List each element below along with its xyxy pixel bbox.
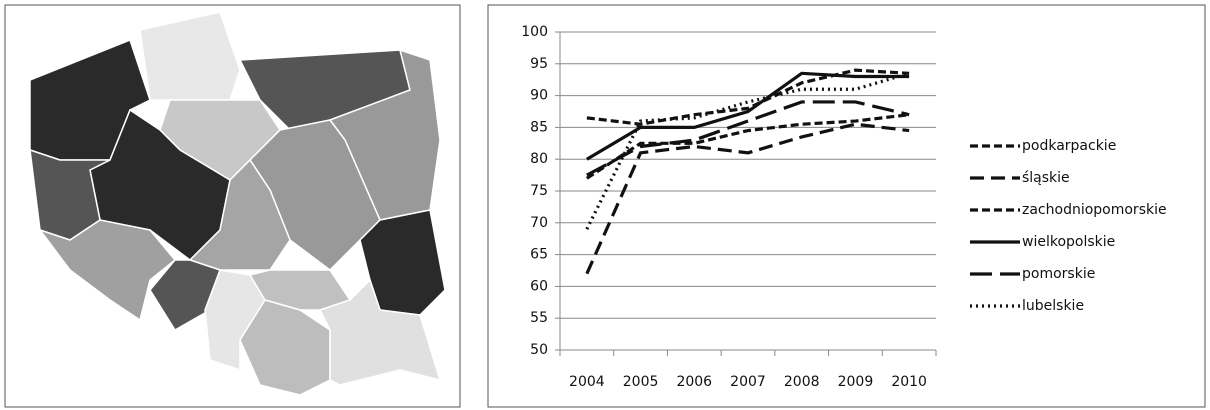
line bbox=[585, 71, 910, 230]
x-tick-label: 2004 bbox=[569, 374, 605, 390]
x-tick-label: 2005 bbox=[623, 374, 659, 390]
line bbox=[585, 113, 910, 180]
legend-label: wielkopolskie bbox=[1022, 234, 1115, 250]
x-tick-label: 2010 bbox=[891, 374, 927, 390]
y-tick-label: 60 bbox=[530, 278, 548, 294]
region bbox=[318, 278, 442, 386]
x-tick-label: 2006 bbox=[676, 374, 712, 390]
y-tick-label: 95 bbox=[530, 56, 548, 72]
y-tick-label: 65 bbox=[530, 247, 548, 263]
legend-label: zachodniopomorskie bbox=[1022, 202, 1167, 218]
line bbox=[586, 71, 910, 161]
line bbox=[585, 122, 910, 275]
legend-label: lubelskie bbox=[1022, 298, 1084, 314]
y-tick-label: 70 bbox=[530, 215, 548, 231]
line bbox=[586, 68, 910, 126]
y-tick-label: 55 bbox=[530, 310, 548, 326]
y-tick-label: 90 bbox=[530, 88, 548, 104]
x-tick-label: 2008 bbox=[784, 374, 820, 390]
x-tick-label: 2007 bbox=[730, 374, 766, 390]
y-tick-label: 100 bbox=[521, 24, 548, 40]
y-tick-label: 80 bbox=[530, 151, 548, 167]
line-chart: 50 55 60 65 70 75 80 85 90 95 100 2004 2005 2006 2007 2… bbox=[521, 24, 1166, 390]
y-tick-label: 85 bbox=[530, 119, 548, 135]
legend-label: podkarpackie bbox=[1022, 138, 1116, 154]
legend-label: śląskie bbox=[1022, 170, 1070, 186]
legend-label: pomorskie bbox=[1022, 266, 1095, 282]
y-tick-label: 75 bbox=[530, 183, 548, 199]
x-tick-label: 2009 bbox=[838, 374, 874, 390]
map bbox=[29, 11, 446, 396]
y-tick-label: 50 bbox=[530, 342, 548, 358]
region bbox=[37, 219, 177, 322]
line bbox=[586, 100, 910, 177]
